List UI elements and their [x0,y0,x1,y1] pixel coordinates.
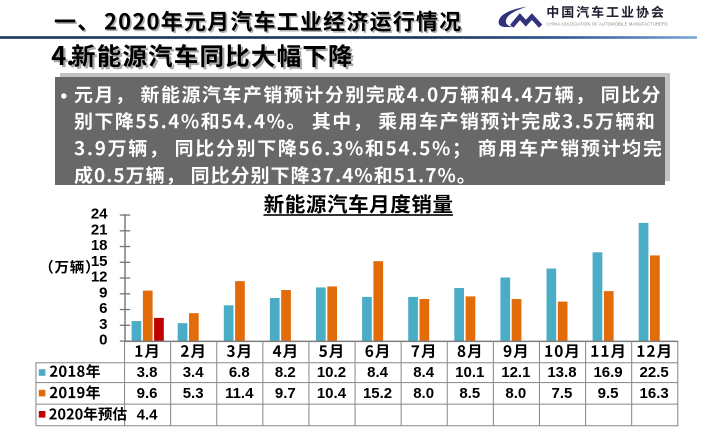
svg-text:3.4: 3.4 [183,364,205,381]
svg-text:CHINA ASSOCIATION OF AUTOMOBIL: CHINA ASSOCIATION OF AUTOMOBILE MANUFACT… [547,22,669,27]
svg-text:12: 12 [91,269,108,286]
svg-text:24: 24 [91,206,108,223]
svg-text:6.8: 6.8 [229,364,250,381]
svg-text:9.5: 9.5 [598,385,619,402]
svg-text:8.5: 8.5 [459,385,480,402]
svg-text:8.2: 8.2 [275,364,296,381]
svg-text:3.8: 3.8 [137,364,158,381]
svg-text:9: 9 [99,284,107,301]
svg-text:16.9: 16.9 [593,364,622,381]
svg-text:10.1: 10.1 [455,364,484,381]
svg-text:7.5: 7.5 [552,385,573,402]
svg-text:0: 0 [99,332,107,349]
svg-text:22.5: 22.5 [640,364,669,381]
svg-text:15: 15 [91,253,108,270]
svg-text:6: 6 [99,300,107,317]
svg-text:4.4: 4.4 [137,406,159,423]
svg-text:8.4: 8.4 [367,364,389,381]
svg-text:5.3: 5.3 [183,385,204,402]
svg-text:11.4: 11.4 [225,385,254,402]
svg-text:10.4: 10.4 [317,385,347,402]
svg-text:21: 21 [91,221,108,238]
svg-text:8.0: 8.0 [413,385,434,402]
svg-text:10.2: 10.2 [317,364,346,381]
svg-text:8.4: 8.4 [413,364,435,381]
svg-text:9.7: 9.7 [275,385,296,402]
svg-text:13.8: 13.8 [547,364,576,381]
svg-text:12.1: 12.1 [501,364,530,381]
svg-text:3: 3 [99,316,107,333]
svg-text:15.2: 15.2 [363,385,392,402]
svg-text:18: 18 [91,237,108,254]
svg-text:9.6: 9.6 [137,385,158,402]
svg-text:16.3: 16.3 [640,385,669,402]
svg-text:8.0: 8.0 [505,385,526,402]
